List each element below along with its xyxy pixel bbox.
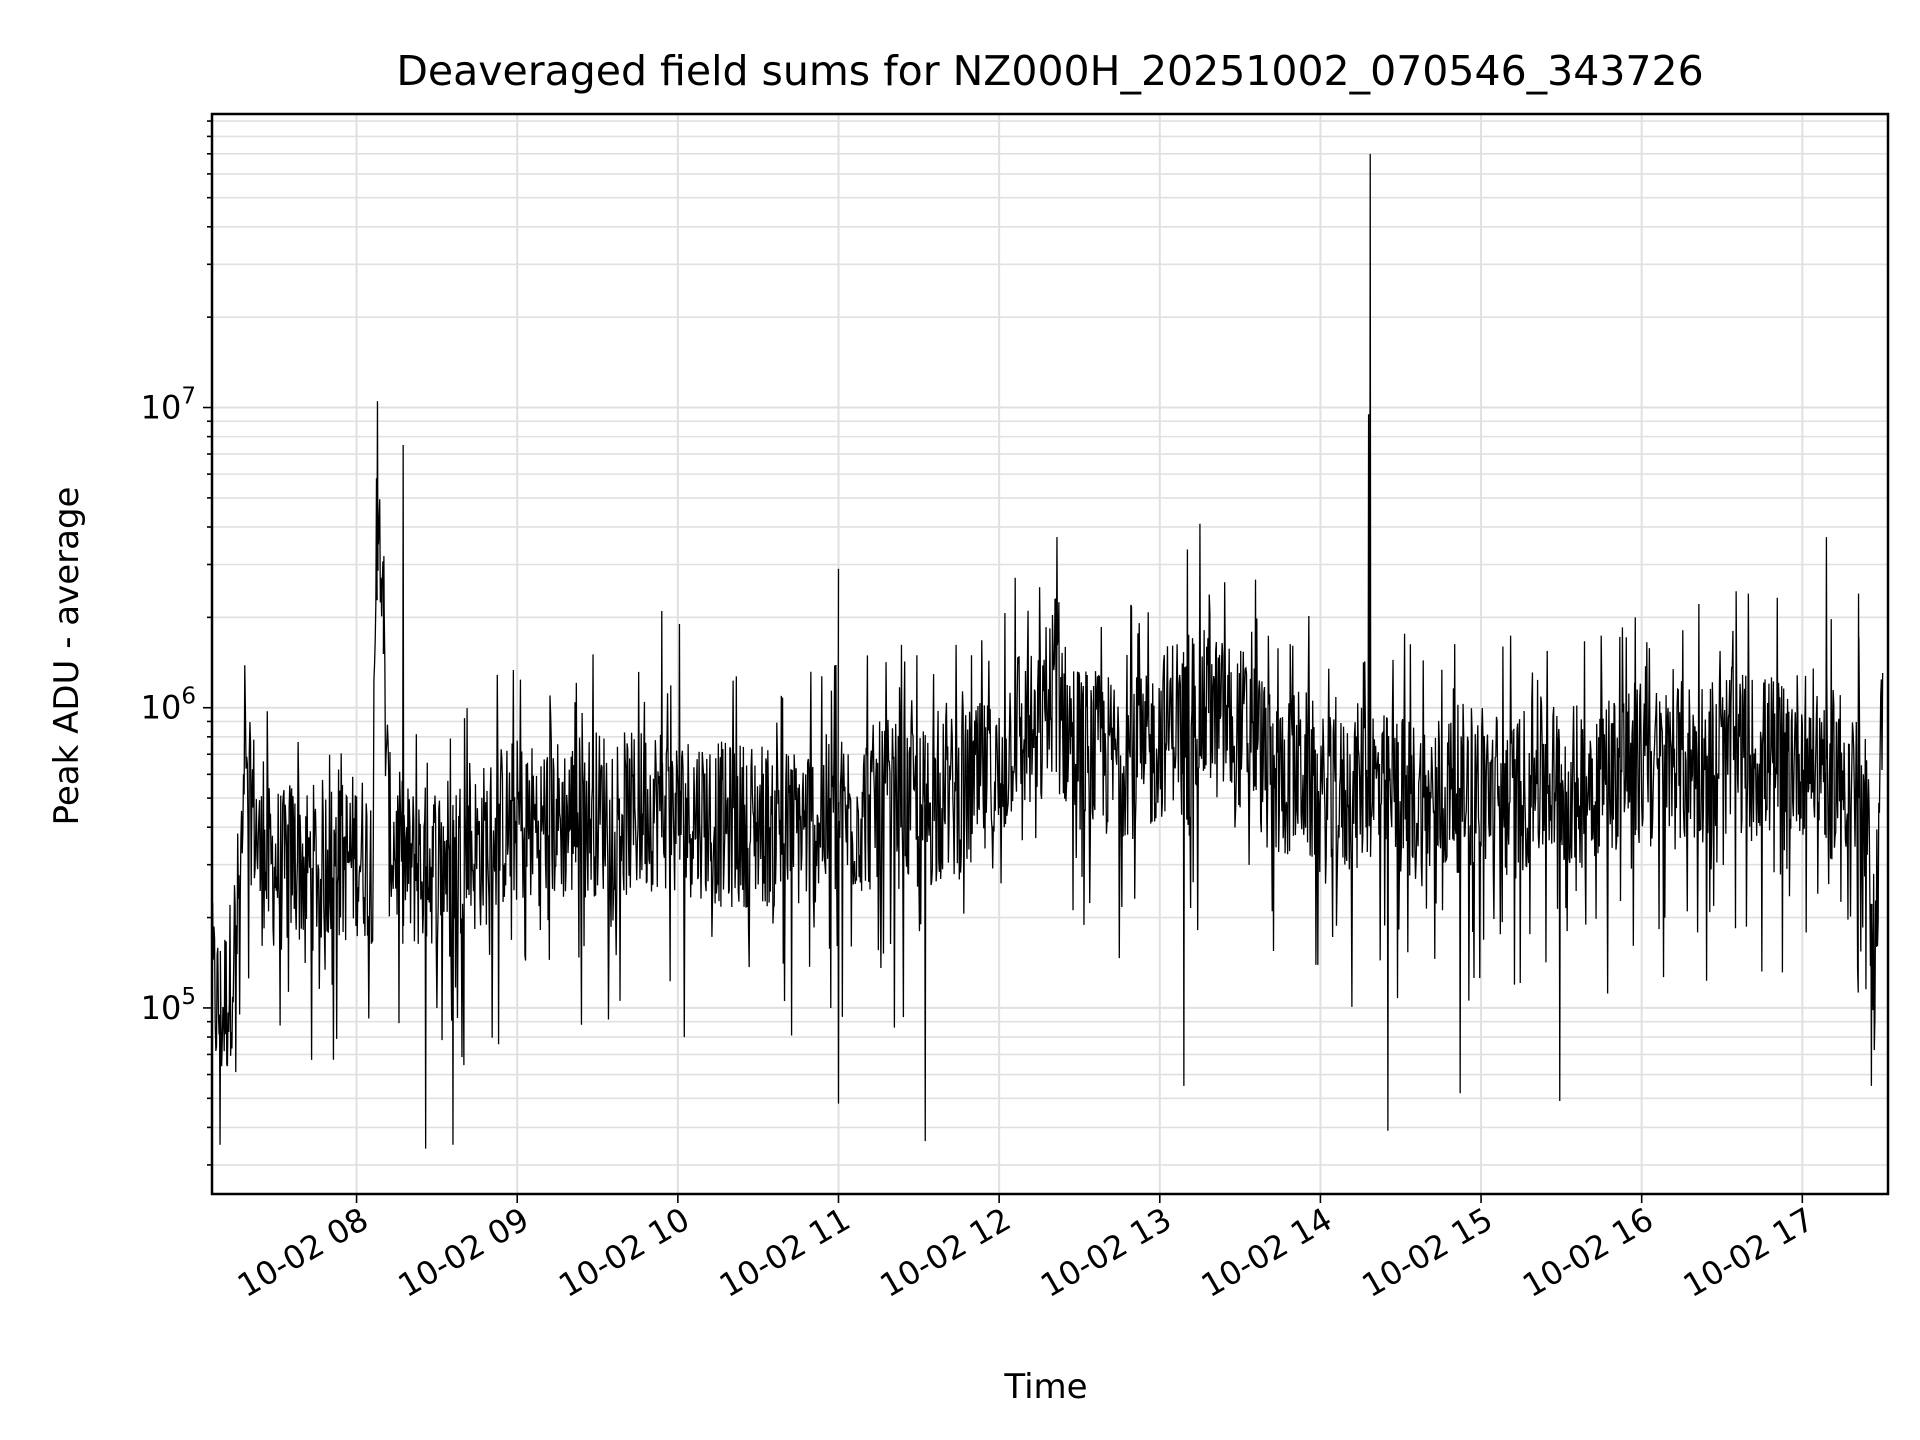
y-tick-label: 106 (141, 684, 196, 727)
plot-frame (210, 112, 1890, 1196)
y-tick-base: 10 (141, 389, 182, 427)
y-tick-base: 10 (141, 689, 182, 727)
y-tick-label: 105 (141, 984, 196, 1027)
series-line (211, 153, 1884, 1149)
y-tick-exponent: 6 (181, 684, 196, 710)
y-tick-label: 107 (141, 384, 196, 427)
y-axis-label: Peak ADU - average (47, 487, 87, 826)
y-tick-exponent: 5 (181, 984, 196, 1010)
y-tick-base: 10 (141, 989, 182, 1027)
y-tick-exponent: 7 (181, 384, 196, 410)
x-axis-label: Time (1003, 1367, 1087, 1407)
chart-title: Deaveraged field sums for NZ000H_2025100… (396, 47, 1703, 95)
data-series (211, 153, 1884, 1149)
